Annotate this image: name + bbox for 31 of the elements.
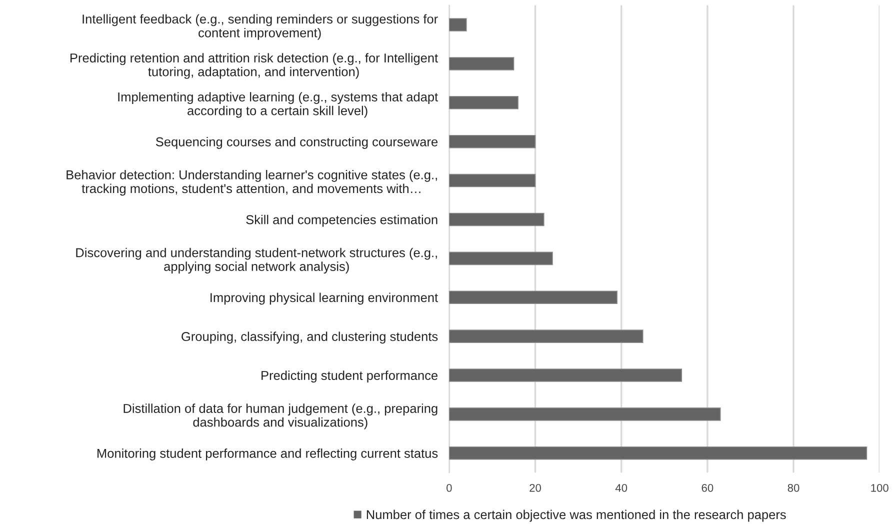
y-tick-label: Implementing adaptive learning (e.g., systems that adapt according to a certain skill level) [118,92,438,118]
bar [449,252,553,266]
y-tick-label: Grouping, classifying, and clustering students [182,332,438,344]
x-tick-label: 20 [530,484,542,492]
bar [449,290,618,304]
legend-label: Number of times a certain objective was mentioned in the research papers [366,510,786,522]
x-tick-label: 0 [446,484,452,492]
y-tick-label: Improving physical learning environment [210,292,438,305]
x-tick-label: 100 [871,484,888,492]
x-tick-label: 80 [788,484,800,492]
y-tick-label: Behavior detection: Understanding learner's cognitive states (e.g., tracking motions, student's attention, and movements with… [66,170,437,196]
bar [449,446,868,460]
bar [449,330,644,343]
y-tick-label: Predicting retention and attrition risk detection (e.g., for Intelligent tutoring, adaptation, and intervention) [70,53,438,79]
y-tick-label: Discovering and understanding student-network structures (e.g., applying social network analysis) [76,248,437,274]
bar [449,212,544,226]
x-tick-label: 60 [702,484,714,492]
x-tick-label: 40 [615,484,628,492]
bar [449,408,721,421]
bar [449,134,536,148]
y-tick-label: Predicting student performance [262,370,438,383]
bar [449,368,682,382]
y-tick-label: Distillation of data for human judgement (e.g., preparing dashboards and visualizations) [124,404,438,430]
bar [449,18,467,32]
bar [449,174,536,188]
bar [449,96,518,110]
bar [449,57,514,70]
y-tick-label: Sequencing courses and constructing courseware [156,136,438,149]
y-tick-label: Skill and competencies estimation [246,214,438,227]
y-tick-label: Monitoring student performance and reflecting current status [98,448,438,460]
y-tick-label: Intelligent feedback (e.g., sending reminders or suggestions for content improvement) [82,14,438,40]
